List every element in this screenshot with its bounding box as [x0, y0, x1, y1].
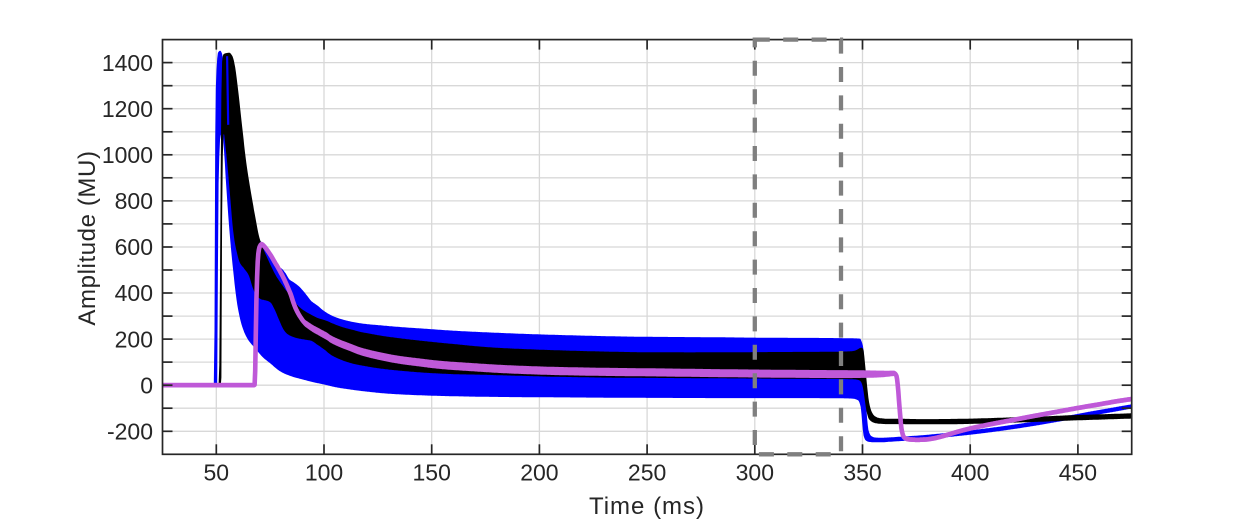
svg-text:800: 800	[115, 188, 153, 214]
svg-text:250: 250	[628, 460, 666, 486]
svg-text:150: 150	[413, 460, 451, 486]
svg-text:50: 50	[204, 460, 230, 486]
svg-text:-200: -200	[107, 419, 153, 445]
svg-text:400: 400	[115, 280, 153, 306]
svg-text:200: 200	[115, 326, 153, 352]
svg-text:100: 100	[305, 460, 343, 486]
svg-text:600: 600	[115, 234, 153, 260]
svg-text:200: 200	[520, 460, 558, 486]
svg-text:0: 0	[140, 372, 153, 398]
svg-text:300: 300	[736, 460, 774, 486]
svg-text:1000: 1000	[102, 142, 153, 168]
svg-text:1400: 1400	[102, 50, 153, 76]
svg-text:350: 350	[843, 460, 881, 486]
svg-text:Amplitude (MU): Amplitude (MU)	[74, 150, 101, 325]
svg-text:400: 400	[951, 460, 989, 486]
svg-text:1200: 1200	[102, 96, 153, 122]
svg-text:450: 450	[1059, 460, 1097, 486]
svg-text:Time (ms): Time (ms)	[589, 493, 705, 520]
